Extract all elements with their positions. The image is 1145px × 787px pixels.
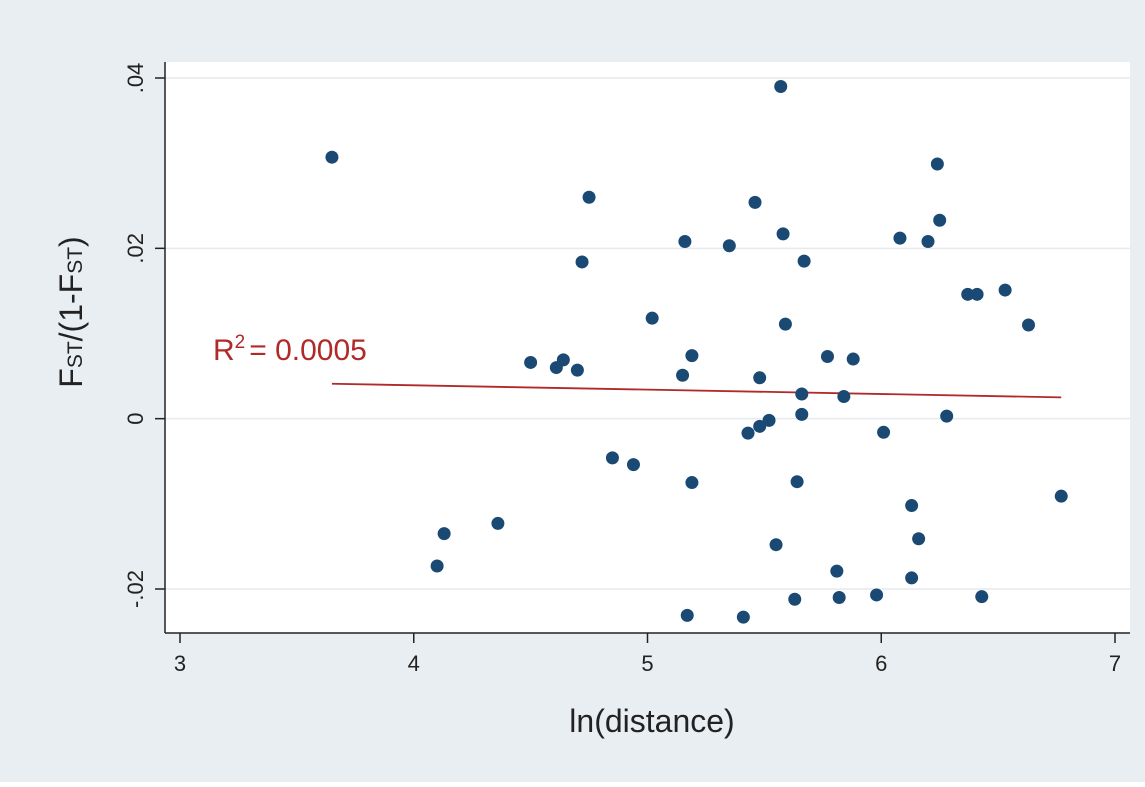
r-squared-annotation: R2 = 0.0005 <box>213 332 367 367</box>
fit-line <box>331 382 1062 399</box>
data-point <box>837 390 851 404</box>
data-point <box>645 311 659 325</box>
data-point <box>832 591 846 605</box>
data-point <box>893 231 907 245</box>
data-point <box>877 425 891 439</box>
data-point <box>930 157 944 171</box>
data-point <box>940 409 954 423</box>
data-point <box>556 353 570 367</box>
y-tick-label: 0 <box>123 413 148 425</box>
data-point <box>430 559 444 573</box>
data-point <box>437 527 451 541</box>
x-tick-label: 7 <box>1109 651 1121 676</box>
data-point <box>769 538 783 552</box>
data-point <box>626 458 640 472</box>
data-point <box>774 80 788 94</box>
data-point <box>846 352 860 366</box>
x-tick-label: 5 <box>641 651 653 676</box>
data-point <box>912 532 926 546</box>
data-point <box>970 287 984 301</box>
y-tick-label: -.02 <box>123 570 148 608</box>
x-tick-label: 4 <box>408 651 420 676</box>
data-point <box>685 349 699 363</box>
data-point <box>961 287 975 301</box>
x-tick-label: 6 <box>875 651 887 676</box>
data-point <box>820 349 834 363</box>
data-point <box>776 227 790 241</box>
gridlines <box>165 77 1130 590</box>
data-point <box>778 317 792 331</box>
data-point <box>905 571 919 585</box>
data-point <box>762 413 776 427</box>
data-point <box>905 499 919 513</box>
data-point <box>748 195 762 209</box>
data-point <box>741 426 755 440</box>
data-point <box>575 255 589 269</box>
y-tick-label: .04 <box>123 63 148 94</box>
data-point <box>790 475 804 489</box>
data-point <box>605 451 619 465</box>
data-point <box>570 363 584 377</box>
data-point <box>736 610 750 624</box>
data-point <box>678 235 692 249</box>
data-point <box>795 407 809 421</box>
x-axis-label: ln(distance) <box>569 703 734 739</box>
axes: 3 4 5 6 7 -.02 0 .02 .04 <box>123 62 1130 676</box>
data-point <box>524 355 538 369</box>
data-point <box>582 190 596 204</box>
data-point <box>921 235 935 249</box>
fit-line-group <box>331 382 1062 399</box>
data-point <box>325 150 339 164</box>
data-point <box>933 213 947 227</box>
data-point <box>676 368 690 382</box>
data-point <box>680 608 694 622</box>
data-point <box>870 588 884 602</box>
y-tick-label: .02 <box>123 233 148 264</box>
data-point <box>722 239 736 253</box>
data-point <box>788 592 802 606</box>
data-point <box>795 387 809 401</box>
data-point <box>975 590 989 604</box>
data-point <box>830 564 844 578</box>
data-point <box>1054 489 1068 503</box>
y-axis-label: FST/(1-FST) <box>53 236 89 387</box>
data-point <box>797 254 811 268</box>
data-point <box>753 371 767 385</box>
data-point <box>753 419 767 433</box>
data-point <box>998 283 1012 297</box>
x-tick-label: 3 <box>174 651 186 676</box>
data-point <box>685 476 699 490</box>
data-point <box>491 516 505 530</box>
data-point <box>1022 318 1036 332</box>
data-points <box>325 80 1068 624</box>
